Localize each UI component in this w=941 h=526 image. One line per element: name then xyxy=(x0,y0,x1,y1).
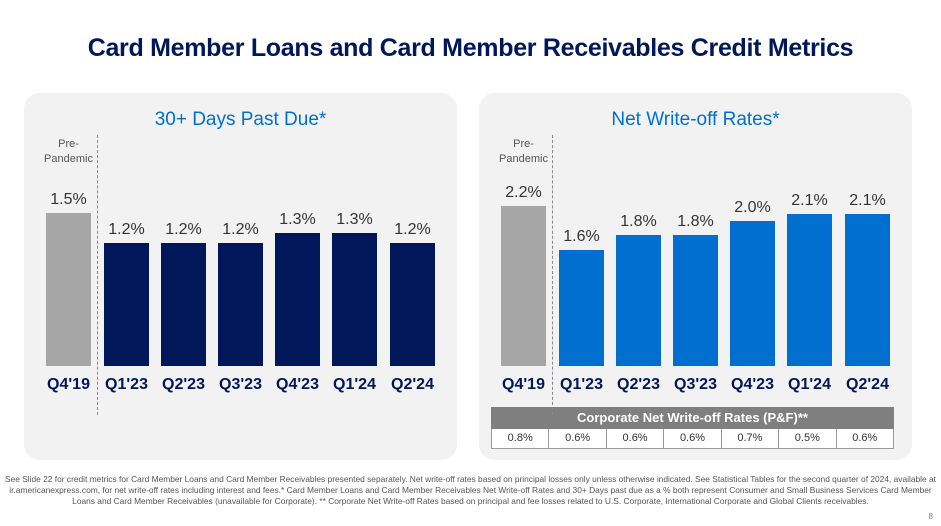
x-tick-label: Q1'23 xyxy=(105,376,148,393)
pre-pandemic-label: Pre- Pandemic xyxy=(44,138,93,165)
x-tick-label: Q2'24 xyxy=(846,376,889,393)
bar xyxy=(616,235,661,366)
x-tick-label: Q2'24 xyxy=(391,376,434,393)
page-title: Card Member Loans and Card Member Receiv… xyxy=(87,34,854,62)
bar-value-label: 1.5% xyxy=(50,190,87,208)
bar xyxy=(46,212,91,366)
chart-panel-past-due: 30+ Days Past Due* Pre- Pandemic 1.5% Q4'19… xyxy=(24,93,457,460)
x-tick-label: Q2'23 xyxy=(617,376,660,393)
bar-value-label: 1.3% xyxy=(336,211,373,229)
corporate-table-row: 0.8% 0.6% 0.6% 0.6% 0.7% 0.5% 0.6% xyxy=(491,429,894,449)
bar-value-label: 1.6% xyxy=(563,227,600,245)
bar-value-label: 2.1% xyxy=(791,191,828,209)
pre-pandemic-divider xyxy=(552,135,553,415)
bar xyxy=(730,220,775,366)
bar xyxy=(218,243,263,366)
corporate-table-cell: 0.6% xyxy=(549,429,607,448)
pre-pandemic-label: Pre- Pandemic xyxy=(499,138,548,165)
pre-pandemic-divider xyxy=(97,135,98,415)
corporate-table-cell: 0.6% xyxy=(607,429,665,448)
bar-value-label: 2.0% xyxy=(734,198,771,216)
chart-panel-write-off: Net Write-off Rates* Corporate Net Write… xyxy=(479,93,912,460)
x-tick-label: Q1'24 xyxy=(333,376,376,393)
corporate-table-cell: 0.8% xyxy=(492,429,550,448)
x-tick-label: Q4'23 xyxy=(276,376,319,393)
x-tick-label: Q4'19 xyxy=(502,376,545,393)
bar-value-label: 1.2% xyxy=(394,221,431,239)
x-tick-label: Q1'24 xyxy=(788,376,831,393)
footnote: See Slide 22 for credit metrics for Card… xyxy=(4,474,937,506)
bar xyxy=(787,213,832,366)
x-tick-label: Q4'23 xyxy=(731,376,774,393)
chart-title: Net Write-off Rates* xyxy=(611,109,780,130)
x-tick-label: Q3'23 xyxy=(219,376,262,393)
chart-title: 30+ Days Past Due* xyxy=(154,109,327,130)
x-tick-label: Q1'23 xyxy=(560,376,603,393)
bar-value-label: 1.2% xyxy=(165,221,202,239)
bar xyxy=(104,243,149,366)
bar xyxy=(559,249,604,366)
corporate-table-cell: 0.5% xyxy=(779,429,837,448)
bar xyxy=(845,213,890,366)
corporate-write-off-table: Corporate Net Write-off Rates (P&F)** 0.… xyxy=(491,407,894,449)
corporate-table-header: Corporate Net Write-off Rates (P&F)** xyxy=(491,407,894,429)
x-tick-label: Q3'23 xyxy=(674,376,717,393)
bar-value-label: 1.2% xyxy=(108,221,145,239)
bar-value-label: 1.2% xyxy=(222,221,259,239)
bar-value-label: 2.1% xyxy=(849,191,886,209)
corporate-table-cell: 0.6% xyxy=(852,432,878,444)
bar-value-label: 1.3% xyxy=(279,211,316,229)
bar xyxy=(673,235,718,366)
bar xyxy=(332,233,377,366)
x-tick-label: Q2'23 xyxy=(162,376,205,393)
bar xyxy=(161,243,206,366)
bar xyxy=(501,206,546,366)
bar xyxy=(275,233,320,366)
page-number: 8 xyxy=(928,512,933,521)
bar xyxy=(390,243,435,366)
x-tick-label: Q4'19 xyxy=(47,376,90,393)
corporate-table-cell: 0.7% xyxy=(722,429,780,448)
bar-value-label: 1.8% xyxy=(677,213,714,231)
corporate-table-cell: 0.6% xyxy=(664,429,722,448)
bar-value-label: 1.8% xyxy=(620,213,657,231)
bar-value-label: 2.2% xyxy=(505,184,542,202)
